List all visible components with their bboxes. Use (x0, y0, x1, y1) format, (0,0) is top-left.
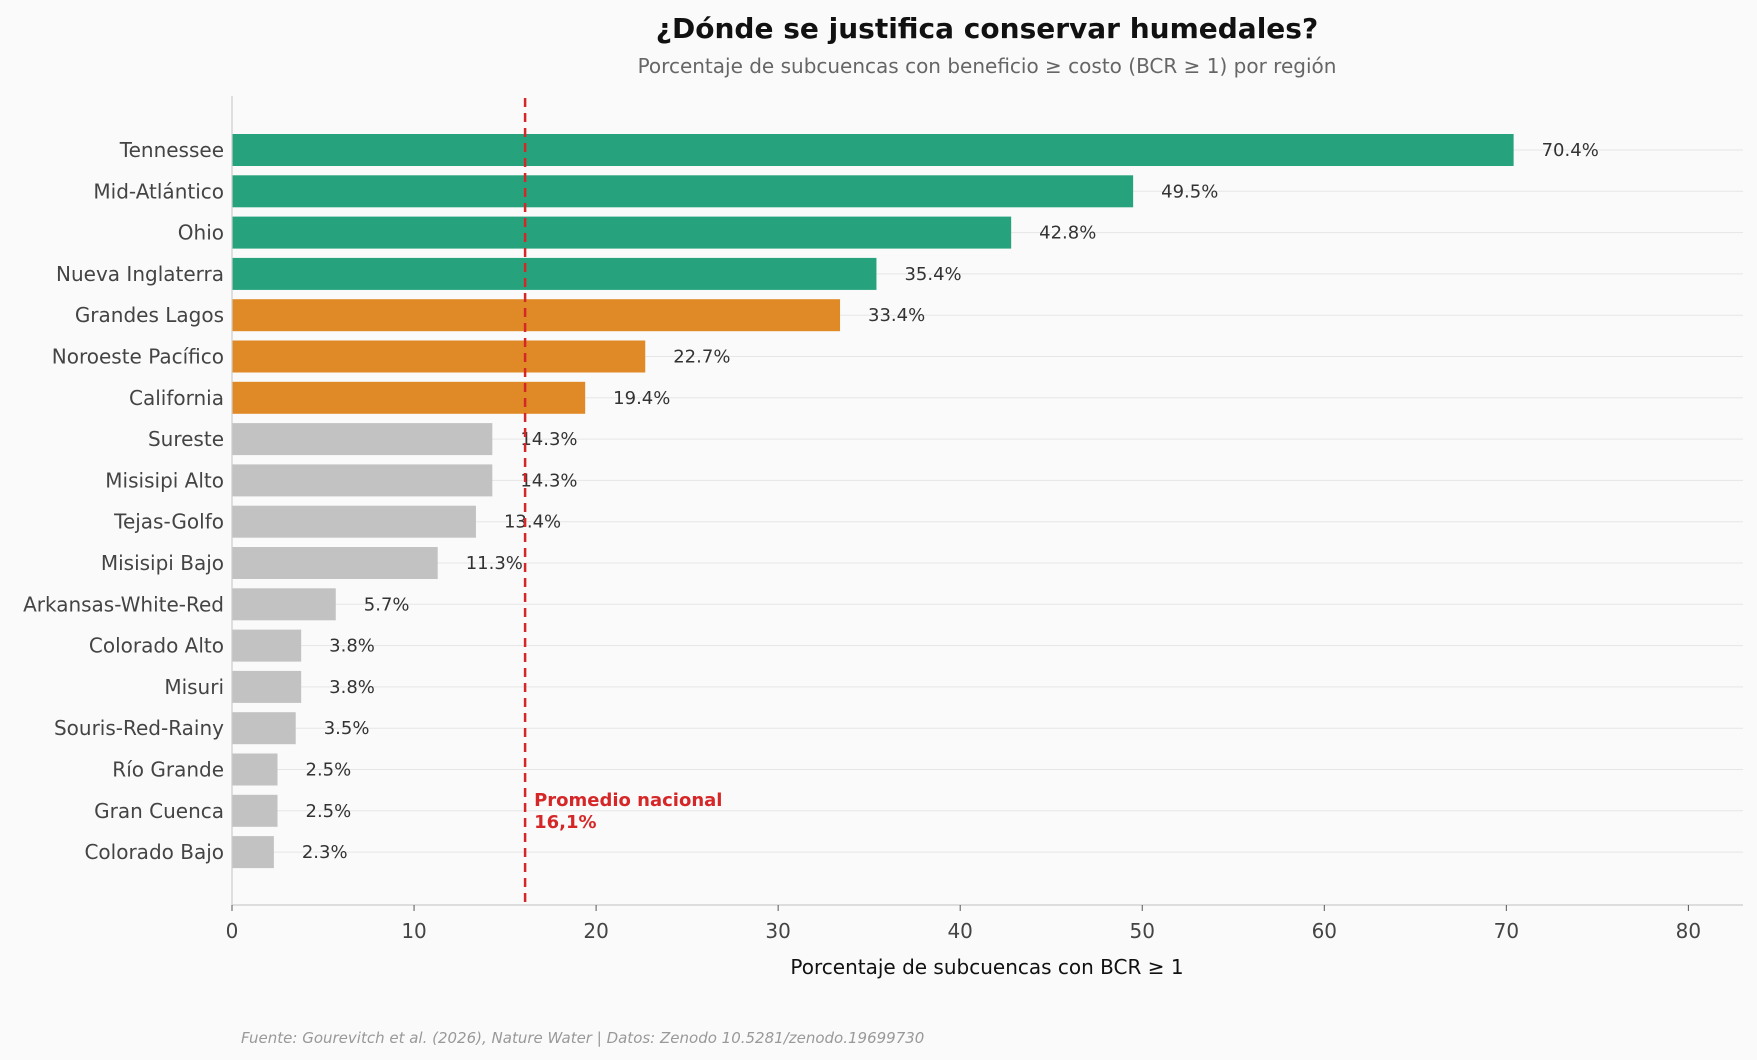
value-label: 2.3% (302, 842, 348, 863)
bar (232, 216, 1012, 249)
x-tick-label: 0 (226, 919, 239, 943)
category-label: Tennessee (119, 138, 224, 162)
bar (232, 547, 438, 579)
category-label: Misuri (164, 675, 224, 699)
gridlines (232, 149, 1743, 853)
category-label: Souris-Red-Rainy (54, 716, 224, 740)
bar (232, 505, 476, 538)
x-tick-label: 40 (947, 919, 972, 943)
bar (232, 712, 296, 745)
value-label: 19.4% (613, 388, 670, 409)
category-label: Grandes Lagos (75, 303, 224, 327)
value-label: 49.5% (1161, 181, 1218, 202)
bar (232, 588, 336, 621)
category-label: Gran Cuenca (94, 799, 224, 823)
value-label: 3.5% (324, 718, 370, 739)
category-label: Mid-Atlántico (93, 179, 224, 203)
bar (232, 670, 302, 703)
category-label: California (129, 386, 224, 410)
category-labels: Tennessee Mid-Atlántico Ohio Nueva Inglater… (23, 138, 224, 864)
chart-title: ¿Dónde se justifica conservar humedales? (656, 12, 1318, 45)
x-tick-label: 50 (1130, 919, 1155, 943)
value-label: 11.3% (466, 553, 523, 574)
value-label: 70.4% (1542, 140, 1599, 161)
x-tick-label: 20 (583, 919, 608, 943)
value-label: 2.5% (306, 801, 352, 822)
value-label: 3.8% (329, 677, 375, 698)
category-label: Nueva Inglaterra (56, 262, 224, 286)
source-note: Fuente: Gourevitch et al. (2026), Nature… (241, 1029, 924, 1047)
category-label: Misisipi Alto (105, 468, 224, 492)
value-label: 14.3% (520, 470, 577, 491)
value-label: 14.3% (520, 429, 577, 450)
x-tick-label: 80 (1676, 919, 1701, 943)
value-label: 5.7% (364, 594, 410, 615)
chart-subtitle: Porcentaje de subcuencas con beneficio ≥… (638, 54, 1337, 78)
x-tick-label: 10 (401, 919, 426, 943)
category-label: Río Grande (112, 758, 224, 782)
x-axis-label: Porcentaje de subcuencas con BCR ≥ 1 (790, 955, 1183, 979)
bar (232, 299, 841, 332)
value-label: 42.8% (1039, 223, 1096, 244)
bar (232, 794, 278, 827)
category-label: Arkansas-White-Red (23, 592, 224, 616)
category-label: Ohio (178, 221, 224, 245)
category-label: Colorado Bajo (84, 840, 224, 864)
bar (232, 753, 278, 786)
value-label: 35.4% (904, 264, 961, 285)
reference-label: Promedio nacional (534, 790, 722, 811)
x-tick-label: 30 (765, 919, 790, 943)
bar (232, 629, 302, 662)
value-label: 2.5% (306, 760, 352, 781)
bar (232, 340, 646, 373)
bar (232, 836, 274, 869)
value-label: 33.4% (868, 305, 925, 326)
reference-value-label: 16,1% (534, 812, 596, 833)
value-label: 22.7% (673, 347, 730, 368)
x-tick-label: 60 (1312, 919, 1337, 943)
bar (232, 423, 493, 456)
category-label: Tejas-Golfo (113, 510, 224, 534)
x-tick-label: 70 (1494, 919, 1519, 943)
bar (232, 464, 493, 497)
bar (232, 175, 1134, 208)
bar (232, 134, 1514, 166)
x-ticks: 0 10 20 30 40 50 60 70 80 (226, 905, 1701, 943)
category-label: Noroeste Pacífico (52, 345, 224, 369)
value-labels: 70.4% 49.5% 42.8% 35.4% 33.4% 22.7%19.4% 14.3%… (302, 140, 1599, 863)
bars (232, 134, 1514, 869)
value-label: 13.4% (504, 512, 561, 533)
category-label: Sureste (148, 427, 224, 451)
bar (232, 257, 877, 290)
bar (232, 381, 586, 414)
category-label: Misisipi Bajo (101, 551, 224, 575)
category-label: Colorado Alto (89, 634, 224, 658)
value-label: 3.8% (329, 636, 375, 657)
